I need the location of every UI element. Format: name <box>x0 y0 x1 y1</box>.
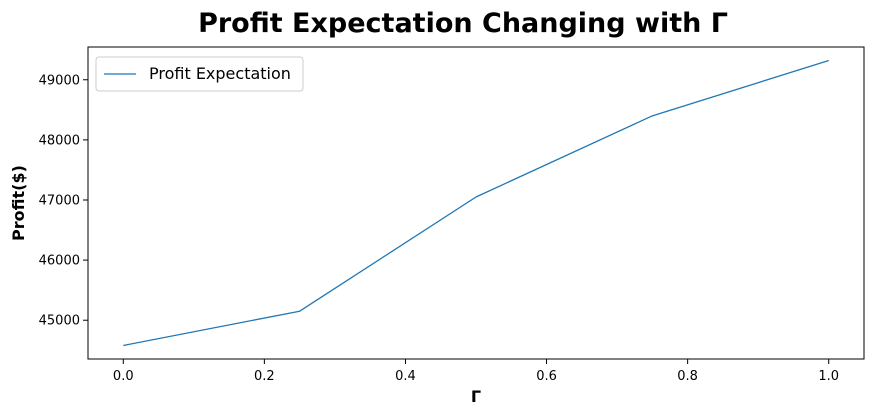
y-axis-ticks: 45000 46000 47000 48000 49000 <box>39 73 88 329</box>
y-tick-label: 46000 <box>39 254 80 269</box>
y-tick-label: 45000 <box>39 314 80 329</box>
x-tick-label: 0.0 <box>113 369 134 384</box>
x-axis-ticks: 0.0 0.2 0.4 0.6 0.8 1.0 <box>113 359 839 384</box>
x-axis-label: Γ <box>471 387 481 406</box>
x-tick-label: 0.4 <box>395 369 416 384</box>
y-tick-label: 47000 <box>39 193 80 208</box>
x-tick-label: 0.6 <box>536 369 557 384</box>
legend: Profit Expectation <box>95 56 304 92</box>
series-layer <box>123 59 829 347</box>
series-line-profit-expectation <box>123 59 829 347</box>
chart-title: Profit Expectation Changing with Γ <box>198 8 728 39</box>
x-tick-label: 0.2 <box>254 369 275 384</box>
x-tick-label: 0.8 <box>677 369 698 384</box>
legend-label: Profit Expectation <box>149 64 291 83</box>
y-tick-label: 49000 <box>39 73 80 88</box>
y-tick-label: 48000 <box>39 133 80 148</box>
legend-box <box>95 56 304 92</box>
plot-area-frame <box>87 46 865 360</box>
y-axis-label: Profit($) <box>9 165 28 241</box>
x-tick-label: 1.0 <box>818 369 839 384</box>
